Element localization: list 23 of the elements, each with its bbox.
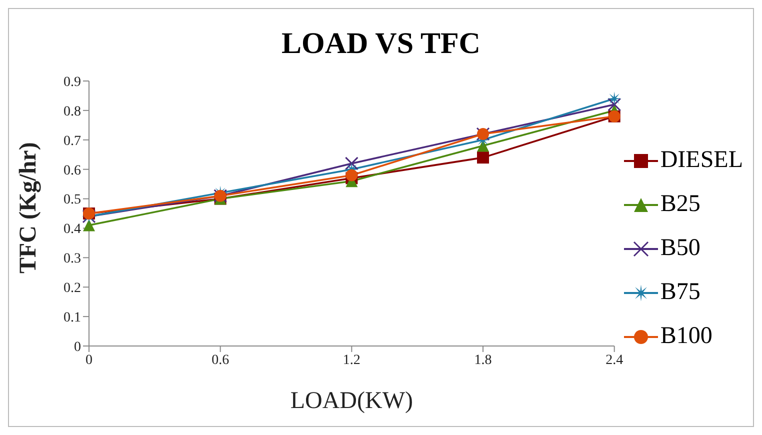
x-axis-title: LOAD(KW) [290, 388, 413, 414]
y-tick-label: 0.7 [64, 134, 81, 149]
y-tick-label: 0 [74, 340, 81, 355]
chart-title: LOAD VS TFC [280, 26, 482, 62]
legend-label: DIESEL [660, 147, 743, 174]
x-tick-label: 2.4 [606, 352, 624, 368]
y-tick-label: 0.4 [64, 222, 81, 238]
y-tick-label: 0.6 [64, 163, 81, 178]
y-tick-label: 0.2 [64, 281, 81, 296]
y-tick-label: 0.3 [64, 252, 81, 267]
legend-label: B100 [660, 323, 712, 350]
x-tick-label: 1.8 [474, 352, 492, 368]
y-axis-title: TFC (Kg/hr) [16, 142, 42, 274]
y-tick-label: 0.8 [64, 104, 81, 120]
y-tick-label: 0.9 [64, 74, 81, 90]
x-tick-label: 0 [86, 352, 92, 368]
y-tick-label: 0.1 [64, 310, 81, 326]
legend-label: B50 [660, 235, 700, 262]
legend-label: B75 [660, 279, 700, 306]
legend-label: B25 [660, 191, 700, 218]
y-tick-label: 0.5 [64, 192, 81, 208]
x-tick-label: 1.2 [342, 352, 360, 368]
x-tick-label: 0.6 [212, 352, 230, 368]
